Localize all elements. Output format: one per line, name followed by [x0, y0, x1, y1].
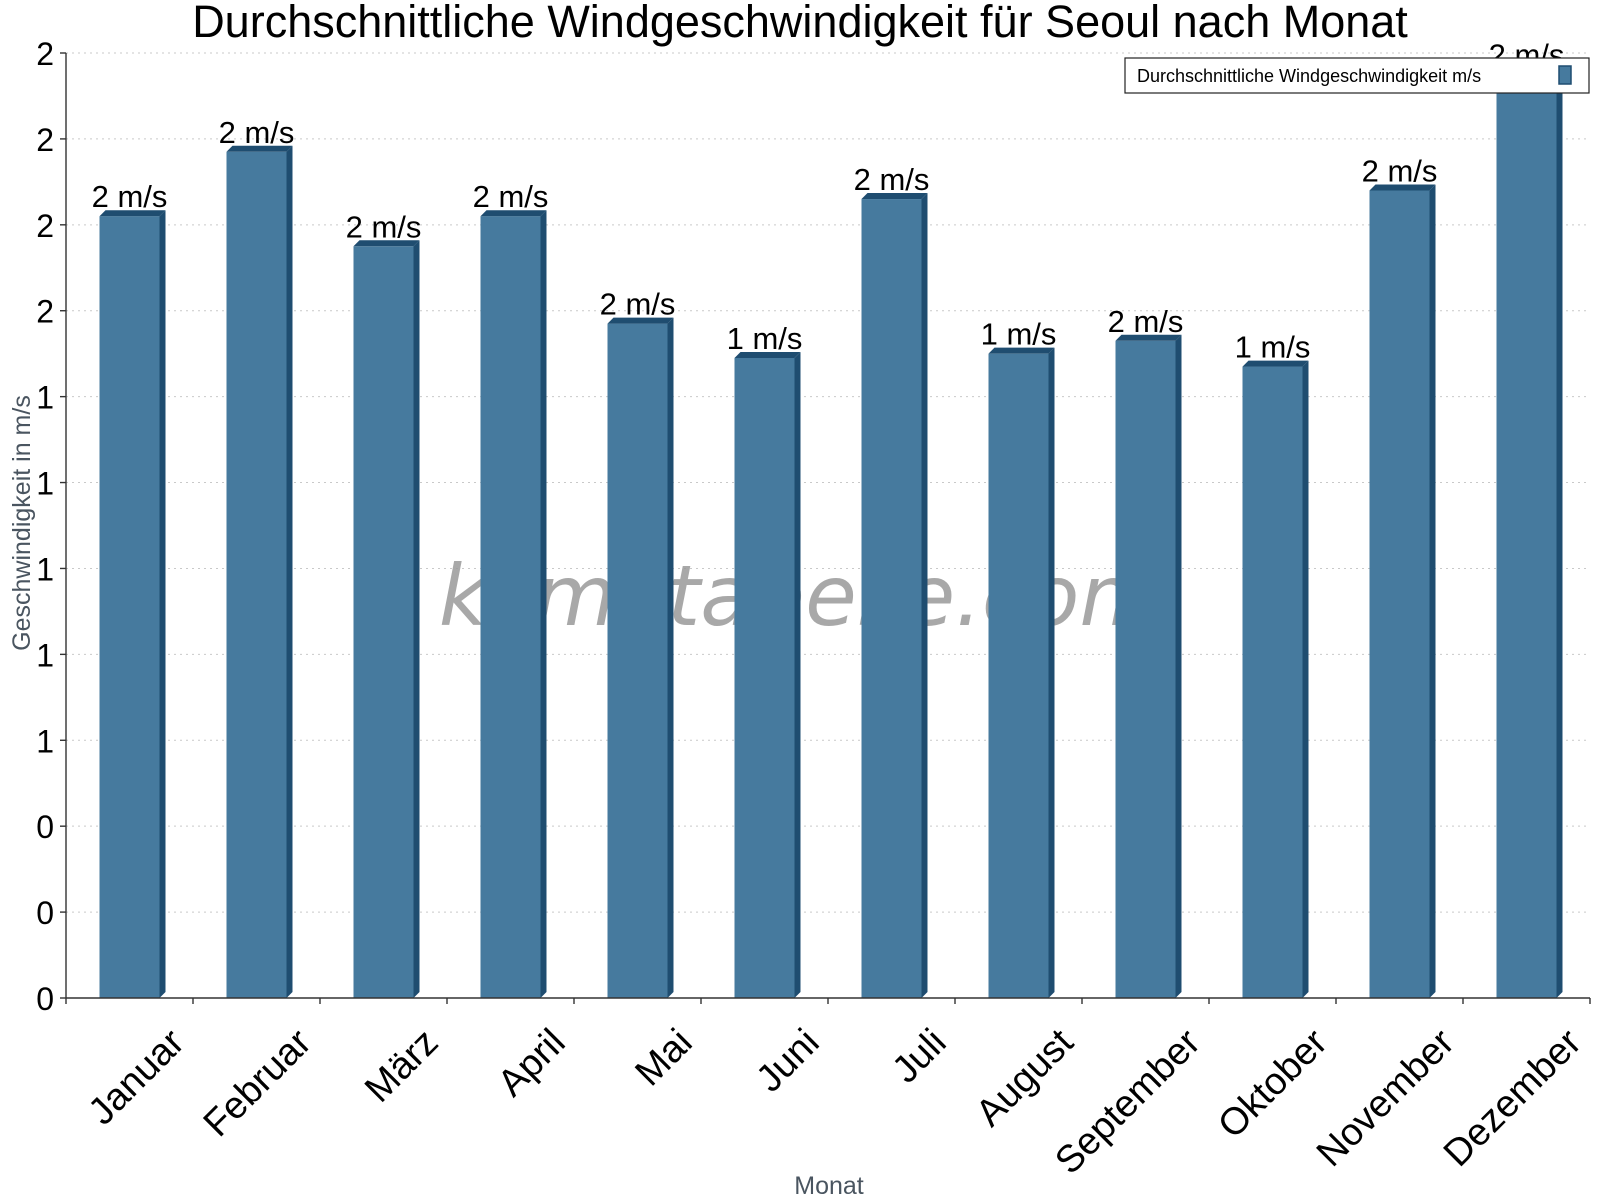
bar-top	[353, 240, 420, 247]
bar-top	[607, 317, 674, 324]
bar	[734, 357, 795, 998]
y-tick-label: 1	[36, 637, 54, 673]
y-tick-label: 1	[36, 551, 54, 587]
data-label: 2 m/s	[854, 162, 930, 197]
x-axis-title: Monat	[794, 1172, 864, 1200]
x-tick-label: Dezember	[1436, 1021, 1590, 1175]
bar	[1242, 366, 1303, 998]
data-label: 1 m/s	[1235, 330, 1311, 365]
bar-side	[159, 210, 166, 998]
x-tick-label: August	[968, 1021, 1082, 1135]
bar	[1496, 74, 1557, 998]
data-label: 2 m/s	[219, 115, 295, 150]
bar-side	[540, 210, 547, 998]
x-tick-label: November	[1309, 1021, 1463, 1175]
bar-top	[988, 347, 1055, 354]
data-label: 2 m/s	[1108, 304, 1184, 339]
data-label: 1 m/s	[727, 321, 803, 356]
bar	[1369, 190, 1430, 999]
bar-side	[1175, 334, 1182, 999]
bar-side	[1048, 347, 1055, 998]
bar-top	[1369, 184, 1436, 191]
legend-box	[1124, 57, 1590, 94]
x-tick-label: Oktober	[1210, 1021, 1336, 1147]
x-axis-ticks: Januar Februar März April Mai Juni Juli AugustS…	[65, 998, 1591, 1182]
x-tick-label: April	[490, 1021, 573, 1104]
bar	[226, 151, 287, 998]
data-label: 2 m/s	[1362, 153, 1438, 188]
bar-side	[1556, 68, 1563, 998]
x-tick-label: Januar	[81, 1021, 193, 1133]
bar	[607, 323, 668, 998]
legend-label: Durchschnittliche Windgeschwindigkeit m/…	[1137, 66, 1481, 86]
x-tick-label: Februar	[196, 1021, 320, 1145]
data-label: 1 m/s	[981, 317, 1057, 352]
bar	[480, 216, 541, 998]
y-tick-label: 1	[36, 380, 54, 416]
y-tick-label: 2	[36, 36, 54, 72]
data-label: 2 m/s	[600, 287, 676, 322]
bar-side	[921, 193, 928, 998]
chart-title: Durchschnittliche Windgeschwindigkeit fü…	[192, 0, 1408, 47]
bar-top	[1242, 360, 1309, 367]
legend: Durchschnittliche Windgeschwindigkeit m/…	[1124, 57, 1590, 94]
y-tick-label: 1	[36, 466, 54, 502]
bar-side	[286, 145, 293, 998]
y-tick-label: 2	[36, 294, 54, 330]
y-tick-label: 1	[36, 723, 54, 759]
x-tick-label: Juli	[885, 1021, 955, 1091]
x-tick-label: Juni	[749, 1021, 828, 1100]
y-tick-label: 2	[36, 122, 54, 158]
data-label: 2 m/s	[346, 209, 422, 244]
y-axis-title: Geschwindigkeit in m/s	[8, 395, 36, 651]
bar-side	[413, 240, 420, 998]
bar	[861, 199, 922, 998]
bars-layer	[99, 68, 1563, 999]
y-tick-label: 2	[36, 208, 54, 244]
x-tick-label: Mai	[628, 1021, 701, 1094]
bar-side	[1429, 184, 1436, 999]
y-tick-label: 0	[36, 895, 54, 931]
data-labels: 2 m/s 2 m/s 2 m/s 2 m/s 2 m/s 1 m/s 2 m/s 1 m/s…	[92, 37, 1565, 364]
y-tick-label: 0	[36, 809, 54, 845]
data-label: 2 m/s	[473, 179, 549, 214]
bar	[1115, 340, 1176, 999]
y-tick-label: 0	[36, 981, 54, 1017]
grid-lines	[66, 52, 1590, 913]
legend-swatch	[1558, 65, 1572, 85]
bar-side	[1302, 360, 1309, 998]
x-tick-label: März	[357, 1021, 446, 1110]
bar-top	[99, 210, 166, 217]
bar-side	[794, 351, 801, 998]
bar-top	[861, 193, 928, 200]
data-label: 2 m/s	[92, 179, 168, 214]
bar	[988, 353, 1049, 998]
bar	[99, 216, 160, 998]
bar-top	[226, 145, 293, 152]
axes	[65, 53, 1590, 999]
bar-top	[480, 210, 547, 217]
y-axis-ticks: 0 0 0 1 1 1 1 1 2 2 2 2	[36, 36, 66, 1017]
bar-top	[1115, 334, 1182, 341]
bar-side	[667, 317, 674, 998]
bar	[353, 246, 414, 998]
bar-top	[734, 351, 801, 358]
